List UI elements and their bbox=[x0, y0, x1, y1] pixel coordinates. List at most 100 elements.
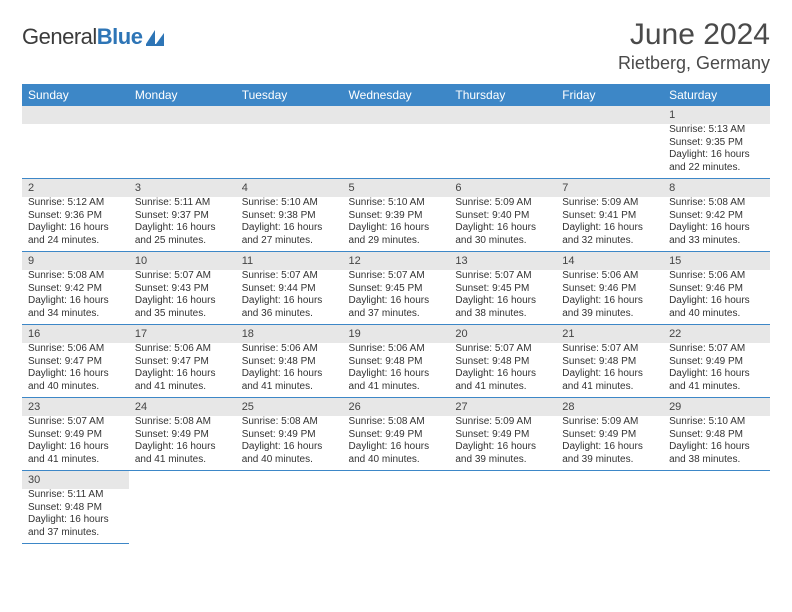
calendar-week-row: 16Sunrise: 5:06 AMSunset: 9:47 PMDayligh… bbox=[22, 325, 770, 398]
day-details: Sunrise: 5:08 AMSunset: 9:49 PMDaylight:… bbox=[129, 416, 236, 470]
sunset: Sunset: 9:43 PM bbox=[135, 283, 230, 296]
day-number: 18 bbox=[236, 325, 343, 343]
daylight: Daylight: 16 hours and 25 minutes. bbox=[135, 222, 230, 247]
day-number: 2 bbox=[22, 179, 129, 197]
sunset: Sunset: 9:42 PM bbox=[669, 210, 764, 223]
sunrise: Sunrise: 5:07 AM bbox=[669, 343, 764, 356]
day-details: Sunrise: 5:07 AMSunset: 9:48 PMDaylight:… bbox=[556, 343, 663, 397]
sunset: Sunset: 9:48 PM bbox=[28, 502, 123, 515]
sunrise: Sunrise: 5:06 AM bbox=[242, 343, 337, 356]
daylight: Daylight: 16 hours and 36 minutes. bbox=[242, 295, 337, 320]
location: Rietberg, Germany bbox=[618, 53, 770, 74]
calendar-cell: 24Sunrise: 5:08 AMSunset: 9:49 PMDayligh… bbox=[129, 398, 236, 471]
daylight: Daylight: 16 hours and 40 minutes. bbox=[669, 295, 764, 320]
day-details: Sunrise: 5:06 AMSunset: 9:46 PMDaylight:… bbox=[663, 270, 770, 324]
day-details: Sunrise: 5:12 AMSunset: 9:36 PMDaylight:… bbox=[22, 197, 129, 251]
calendar-cell: 21Sunrise: 5:07 AMSunset: 9:48 PMDayligh… bbox=[556, 325, 663, 398]
sunset: Sunset: 9:49 PM bbox=[669, 356, 764, 369]
day-number: 26 bbox=[343, 398, 450, 416]
day-number-empty bbox=[449, 471, 556, 489]
sunset: Sunset: 9:45 PM bbox=[349, 283, 444, 296]
daylight: Daylight: 16 hours and 39 minutes. bbox=[562, 441, 657, 466]
month-title: June 2024 bbox=[618, 18, 770, 51]
calendar-cell: 18Sunrise: 5:06 AMSunset: 9:48 PMDayligh… bbox=[236, 325, 343, 398]
day-number-empty bbox=[556, 471, 663, 489]
sunset: Sunset: 9:49 PM bbox=[455, 429, 550, 442]
daylight: Daylight: 16 hours and 41 minutes. bbox=[28, 441, 123, 466]
day-details: Sunrise: 5:06 AMSunset: 9:47 PMDaylight:… bbox=[129, 343, 236, 397]
day-number-empty bbox=[556, 106, 663, 124]
day-number: 8 bbox=[663, 179, 770, 197]
weekday-header: Tuesday bbox=[236, 84, 343, 106]
day-number: 19 bbox=[343, 325, 450, 343]
day-number: 4 bbox=[236, 179, 343, 197]
day-details: Sunrise: 5:06 AMSunset: 9:46 PMDaylight:… bbox=[556, 270, 663, 324]
calendar-week-row: 2Sunrise: 5:12 AMSunset: 9:36 PMDaylight… bbox=[22, 179, 770, 252]
sunrise: Sunrise: 5:07 AM bbox=[455, 343, 550, 356]
calendar-cell: 4Sunrise: 5:10 AMSunset: 9:38 PMDaylight… bbox=[236, 179, 343, 252]
sunrise: Sunrise: 5:10 AM bbox=[349, 197, 444, 210]
calendar-cell bbox=[556, 471, 663, 544]
sunrise: Sunrise: 5:07 AM bbox=[135, 270, 230, 283]
day-number-empty bbox=[343, 471, 450, 489]
daylight: Daylight: 16 hours and 38 minutes. bbox=[455, 295, 550, 320]
day-details: Sunrise: 5:07 AMSunset: 9:45 PMDaylight:… bbox=[449, 270, 556, 324]
daylight: Daylight: 16 hours and 37 minutes. bbox=[28, 514, 123, 539]
day-number-empty bbox=[343, 106, 450, 124]
calendar-cell bbox=[449, 471, 556, 544]
daylight: Daylight: 16 hours and 41 minutes. bbox=[242, 368, 337, 393]
sunrise: Sunrise: 5:06 AM bbox=[669, 270, 764, 283]
calendar-cell: 25Sunrise: 5:08 AMSunset: 9:49 PMDayligh… bbox=[236, 398, 343, 471]
day-number: 22 bbox=[663, 325, 770, 343]
day-number: 3 bbox=[129, 179, 236, 197]
sunset: Sunset: 9:45 PM bbox=[455, 283, 550, 296]
daylight: Daylight: 16 hours and 41 minutes. bbox=[349, 368, 444, 393]
daylight: Daylight: 16 hours and 38 minutes. bbox=[669, 441, 764, 466]
logo-text: GeneralBlue bbox=[22, 24, 142, 50]
sunset: Sunset: 9:47 PM bbox=[135, 356, 230, 369]
day-details: Sunrise: 5:08 AMSunset: 9:49 PMDaylight:… bbox=[236, 416, 343, 470]
calendar-cell: 22Sunrise: 5:07 AMSunset: 9:49 PMDayligh… bbox=[663, 325, 770, 398]
day-number-empty bbox=[663, 471, 770, 489]
calendar-table: Sunday Monday Tuesday Wednesday Thursday… bbox=[22, 84, 770, 544]
calendar-week-row: 1Sunrise: 5:13 AMSunset: 9:35 PMDaylight… bbox=[22, 106, 770, 179]
calendar-cell bbox=[663, 471, 770, 544]
day-number-empty bbox=[449, 106, 556, 124]
calendar-week-row: 30Sunrise: 5:11 AMSunset: 9:48 PMDayligh… bbox=[22, 471, 770, 544]
logo-general: General bbox=[22, 24, 97, 49]
day-number: 24 bbox=[129, 398, 236, 416]
sunset: Sunset: 9:37 PM bbox=[135, 210, 230, 223]
calendar-cell bbox=[129, 106, 236, 179]
daylight: Daylight: 16 hours and 35 minutes. bbox=[135, 295, 230, 320]
daylight: Daylight: 16 hours and 22 minutes. bbox=[669, 149, 764, 174]
day-details: Sunrise: 5:11 AMSunset: 9:37 PMDaylight:… bbox=[129, 197, 236, 251]
day-details: Sunrise: 5:07 AMSunset: 9:49 PMDaylight:… bbox=[22, 416, 129, 470]
day-details: Sunrise: 5:06 AMSunset: 9:48 PMDaylight:… bbox=[236, 343, 343, 397]
calendar-cell: 14Sunrise: 5:06 AMSunset: 9:46 PMDayligh… bbox=[556, 252, 663, 325]
logo: GeneralBlue bbox=[22, 24, 166, 50]
calendar-cell bbox=[343, 106, 450, 179]
daylight: Daylight: 16 hours and 29 minutes. bbox=[349, 222, 444, 247]
page-header: GeneralBlue June 2024 Rietberg, Germany bbox=[22, 18, 770, 74]
daylight: Daylight: 16 hours and 37 minutes. bbox=[349, 295, 444, 320]
sunset: Sunset: 9:49 PM bbox=[349, 429, 444, 442]
sunset: Sunset: 9:49 PM bbox=[242, 429, 337, 442]
day-number: 13 bbox=[449, 252, 556, 270]
calendar-cell bbox=[129, 471, 236, 544]
sunset: Sunset: 9:41 PM bbox=[562, 210, 657, 223]
day-details: Sunrise: 5:10 AMSunset: 9:38 PMDaylight:… bbox=[236, 197, 343, 251]
sunset: Sunset: 9:35 PM bbox=[669, 137, 764, 150]
sunset: Sunset: 9:46 PM bbox=[669, 283, 764, 296]
weekday-header: Sunday bbox=[22, 84, 129, 106]
sunset: Sunset: 9:49 PM bbox=[135, 429, 230, 442]
calendar-cell: 20Sunrise: 5:07 AMSunset: 9:48 PMDayligh… bbox=[449, 325, 556, 398]
sunset: Sunset: 9:40 PM bbox=[455, 210, 550, 223]
calendar-cell: 7Sunrise: 5:09 AMSunset: 9:41 PMDaylight… bbox=[556, 179, 663, 252]
sunrise: Sunrise: 5:07 AM bbox=[242, 270, 337, 283]
sunrise: Sunrise: 5:08 AM bbox=[242, 416, 337, 429]
calendar-cell: 28Sunrise: 5:09 AMSunset: 9:49 PMDayligh… bbox=[556, 398, 663, 471]
sunrise: Sunrise: 5:11 AM bbox=[28, 489, 123, 502]
calendar-cell: 15Sunrise: 5:06 AMSunset: 9:46 PMDayligh… bbox=[663, 252, 770, 325]
day-details: Sunrise: 5:13 AMSunset: 9:35 PMDaylight:… bbox=[663, 124, 770, 178]
day-number: 23 bbox=[22, 398, 129, 416]
